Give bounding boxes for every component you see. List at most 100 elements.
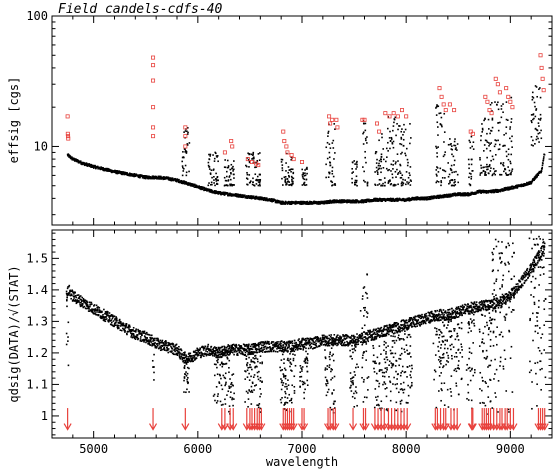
data-point (103, 168, 105, 171)
data-point (454, 192, 457, 195)
data-point (357, 341, 359, 343)
data-point (308, 339, 311, 341)
data-point (227, 184, 229, 187)
data-point (392, 325, 395, 327)
data-point (218, 353, 220, 356)
flagged-point (447, 102, 452, 107)
data-point (243, 347, 246, 350)
data-point (290, 348, 293, 351)
data-point (163, 346, 166, 349)
data-point (406, 164, 409, 167)
data-point (130, 329, 133, 331)
data-point (435, 107, 437, 109)
data-point (392, 125, 395, 127)
data-point (75, 301, 78, 304)
data-point (384, 200, 387, 202)
data-point (182, 167, 185, 170)
data-point (258, 348, 261, 351)
data-point (372, 333, 375, 335)
data-point (104, 169, 106, 172)
data-point (185, 354, 187, 357)
data-point (107, 320, 110, 323)
data-point (134, 330, 136, 332)
data-point (82, 303, 84, 305)
data-point (368, 336, 371, 338)
data-point (110, 169, 113, 172)
data-point (427, 318, 429, 321)
data-point (331, 170, 334, 172)
data-point (397, 322, 400, 325)
data-point (199, 354, 202, 357)
data-point (123, 329, 126, 332)
data-point (530, 136, 533, 138)
data-point (197, 348, 199, 351)
data-point (226, 352, 229, 355)
data-point (441, 313, 443, 316)
data-point (194, 358, 197, 360)
data-point (330, 180, 332, 182)
data-point (217, 160, 219, 163)
data-point (381, 184, 384, 187)
data-point (381, 136, 383, 139)
data-point (424, 314, 427, 317)
data-point (428, 321, 430, 324)
data-point (260, 347, 263, 350)
data-point (374, 335, 376, 338)
data-point (447, 143, 450, 146)
flagged-point (249, 160, 254, 165)
data-point (295, 200, 297, 203)
data-point (378, 159, 381, 162)
data-point (231, 343, 234, 346)
data-point (290, 170, 292, 173)
data-point (231, 347, 234, 349)
flagged-point (510, 105, 515, 110)
data-point (304, 342, 307, 344)
data-point (282, 344, 285, 346)
data-point (276, 342, 279, 345)
data-point (426, 197, 428, 200)
data-point (362, 166, 364, 168)
data-point (175, 353, 178, 356)
data-point (252, 157, 254, 160)
data-point (346, 334, 349, 337)
data-point (223, 348, 226, 350)
data-point (333, 342, 335, 344)
data-point (163, 344, 165, 346)
data-point (402, 328, 405, 331)
data-point (324, 344, 327, 347)
data-point (349, 342, 351, 345)
data-point (145, 338, 148, 341)
data-point (283, 201, 286, 204)
data-point (401, 151, 403, 154)
data-point (201, 354, 204, 356)
data-point (306, 202, 308, 204)
data-point (499, 121, 501, 124)
data-point (383, 184, 386, 187)
data-point (289, 348, 291, 350)
data-point (276, 199, 278, 202)
data-point (444, 151, 447, 153)
data-point (380, 158, 382, 161)
data-point (347, 335, 350, 338)
flagged-point (443, 108, 448, 113)
data-point (486, 190, 489, 193)
data-point (396, 197, 398, 200)
data-point (237, 347, 240, 349)
flagged-point (291, 157, 296, 162)
data-point (280, 349, 283, 352)
data-point (211, 176, 213, 179)
data-point (184, 183, 186, 185)
data-point (86, 162, 88, 165)
data-point (120, 321, 122, 323)
data-point (230, 171, 232, 174)
data-point (155, 347, 158, 349)
data-point (208, 348, 211, 350)
data-point (67, 292, 70, 294)
data-point (396, 153, 399, 155)
data-point (229, 346, 231, 348)
data-point (489, 170, 492, 172)
data-point (356, 160, 358, 163)
data-point (234, 345, 237, 347)
data-point (434, 310, 437, 313)
data-point (84, 301, 87, 304)
